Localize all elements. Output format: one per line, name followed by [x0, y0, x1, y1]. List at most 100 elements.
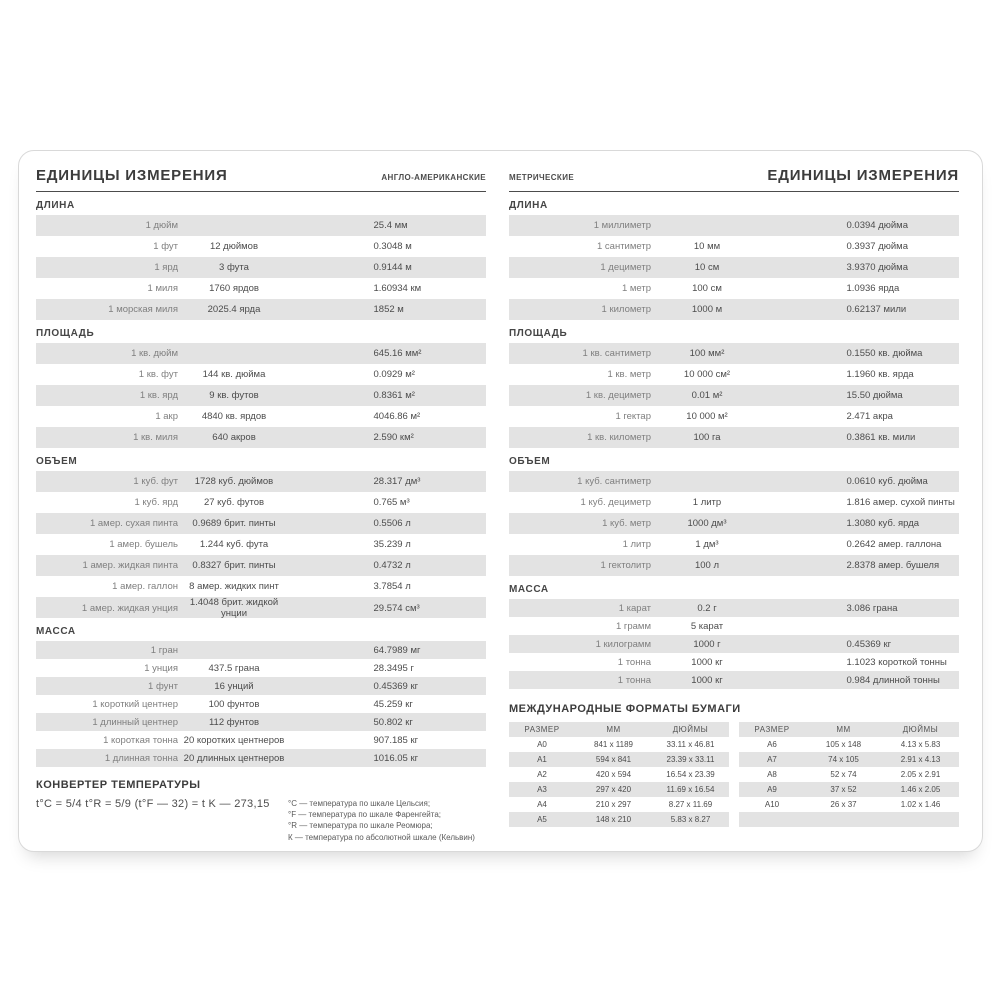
table-row: 1 килограмм 1000 г 0.45369 кг — [509, 635, 959, 653]
paper-row: A6 105 x 148 4.13 x 5.83 — [739, 737, 959, 752]
temperature-converter-body: t°C = 5/4 t°R = 5/9 (t°F — 32) = t K — 2… — [36, 798, 486, 843]
unit-name: 1 миля — [147, 283, 178, 294]
paper-size: A1 — [537, 755, 547, 764]
unit-equivalent: 3 фута — [219, 262, 249, 273]
unit-equivalent: 1728 куб. дюймов — [194, 476, 274, 487]
paper-row: A3 297 x 420 11.69 x 16.54 — [509, 782, 729, 797]
unit-converted-value: 28.317 дм³ — [373, 476, 421, 487]
unit-name: 1 литр — [622, 539, 651, 550]
units-table: 1 куб. фут 1728 куб. дюймов 28.317 дм³ 1 ку… — [36, 471, 486, 619]
unit-converted-value: 0.8361 м² — [373, 390, 415, 401]
temperature-notes: °C — температура по шкале Цельсия; °F — т… — [288, 798, 486, 843]
section-title: МАССА — [36, 626, 76, 637]
paper-mm: 37 x 52 — [830, 785, 857, 794]
paper-inches: 1.02 x 1.46 — [900, 800, 941, 809]
section-mass: МАССА 1 карат 0.2 г 3.086 грана 1 грамм 5 кар… — [509, 584, 959, 689]
unit-converted-value: 1.0936 ярда — [846, 283, 900, 294]
table-row: 1 литр 1 дм³ 0.2642 амер. галлона — [509, 534, 959, 555]
unit-name: 1 амер. жидкая пинта — [82, 560, 178, 571]
paper-size: A2 — [537, 770, 547, 779]
paper-inches: 1.46 x 2.05 — [900, 785, 941, 794]
unit-equivalent: 1000 м — [691, 304, 723, 315]
unit-converted-value: 2.590 км² — [373, 432, 414, 443]
unit-equivalent: 640 акров — [212, 432, 256, 443]
unit-converted-value: 0.5506 л — [373, 518, 411, 529]
unit-converted-value: 0.765 м³ — [373, 497, 410, 508]
unit-equivalent: 144 кв. дюйма — [202, 369, 266, 380]
unit-name: 1 короткая тонна — [103, 734, 178, 746]
section-title: ДЛИНА — [36, 200, 75, 211]
unit-name: 1 кв. дециметр — [585, 390, 651, 401]
temperature-converter: КОНВЕРТЕР ТЕМПЕРАТУРЫ t°C = 5/4 t°R = 5/… — [36, 779, 486, 843]
unit-name: 1 амер. жидкая унция — [81, 602, 178, 614]
section-title: ДЛИНА — [509, 200, 548, 211]
paper-size: A6 — [767, 740, 777, 749]
paper-header-cell: РАЗМЕР — [754, 725, 790, 734]
unit-name: 1 гектар — [615, 411, 651, 422]
unit-converted-value: 0.62137 мили — [846, 304, 907, 315]
units-table: 1 гран 64.7989 мг 1 унция 437.5 грана 28.349… — [36, 641, 486, 767]
paper-inches: 5.83 x 8.27 — [670, 815, 711, 824]
unit-name: 1 кв. километр — [587, 432, 651, 443]
paper-row: A2 420 x 594 16.54 x 23.39 — [509, 767, 729, 782]
unit-converted-value: 3.086 грана — [846, 602, 898, 614]
unit-converted-value: 35.239 л — [373, 539, 411, 550]
unit-converted-value: 3.7854 л — [373, 581, 411, 592]
unit-equivalent: 4840 кв. ярдов — [201, 411, 267, 422]
unit-converted-value: 0.3048 м — [373, 241, 412, 252]
table-row: 1 амер. сухая пинта 0.9689 брит. пинты 0.5… — [36, 513, 486, 534]
unit-name: 1 карат — [618, 602, 651, 614]
temperature-converter-title: КОНВЕРТЕР ТЕМПЕРАТУРЫ — [36, 779, 201, 791]
table-row: 1 кв. сантиметр 100 мм² 0.1550 кв. дюйма — [509, 343, 959, 364]
unit-equivalent: 1 литр — [692, 497, 722, 508]
table-row: 1 куб. сантиметр 0.0610 куб. дюйма — [509, 471, 959, 492]
column-subtitle: МЕТРИЧЕСКИЕ — [509, 173, 575, 182]
unit-equivalent: 27 куб. футов — [203, 497, 265, 508]
section-length: ДЛИНА 1 дюйм 25.4 мм 1 фут 12 дюймов 0.3048 м… — [36, 200, 486, 320]
paper-mm: 52 x 74 — [830, 770, 857, 779]
paper-mm: 105 x 148 — [825, 740, 862, 749]
unit-converted-value: 1.3080 куб. ярда — [846, 518, 920, 529]
unit-converted-value: 0.2642 амер. галлона — [846, 539, 942, 550]
section-volume: ОБЪЕМ 1 куб. сантиметр 0.0610 куб. дюйма 1 … — [509, 456, 959, 576]
paper-row: A10 26 x 37 1.02 x 1.46 — [739, 797, 959, 812]
unit-equivalent: 10 см — [694, 262, 720, 273]
paper-mm: 594 x 841 — [595, 755, 632, 764]
unit-equivalent: 20 длинных центнеров — [183, 752, 285, 764]
paper-size: A8 — [767, 770, 777, 779]
unit-equivalent: 100 см — [692, 283, 722, 294]
table-row: 1 гран 64.7989 мг — [36, 641, 486, 659]
table-row: 1 амер. жидкая унция 1.4048 брит. жидкой … — [36, 597, 486, 619]
table-row: 1 тонна 1000 кг 1.1023 короткой тонны — [509, 653, 959, 671]
paper-table-a0-a5: РАЗМЕР ММ ДЮЙМЫ A0 841 x 1189 33.11 x 46.81 A1… — [509, 722, 729, 827]
paper-row: A0 841 x 1189 33.11 x 46.81 — [509, 737, 729, 752]
table-row: 1 кв. фут 144 кв. дюйма 0.0929 м² — [36, 364, 486, 385]
unit-name: 1 кв. метр — [607, 369, 651, 380]
unit-converted-value: 64.7989 мг — [373, 644, 421, 656]
unit-equivalent: 10 000 см² — [683, 369, 731, 380]
unit-name: 1 фут — [153, 241, 178, 252]
paper-inches: 33.11 x 46.81 — [666, 740, 715, 749]
table-row: 1 метр 100 см 1.0936 ярда — [509, 278, 959, 299]
section-volume: ОБЪЕМ 1 куб. фут 1728 куб. дюймов 28.317 дм… — [36, 456, 486, 619]
table-row: 1 кв. дюйм 645.16 мм² — [36, 343, 486, 364]
paper-mm: 74 x 105 — [828, 755, 859, 764]
paper-inches: 11.69 x 16.54 — [666, 785, 715, 794]
unit-equivalent: 100 фунтов — [208, 698, 260, 710]
table-row: 1 куб. метр 1000 дм³ 1.3080 куб. ярда — [509, 513, 959, 534]
paper-header-cell: ДЮЙМЫ — [902, 725, 939, 734]
left-column-header: ЕДИНИЦЫ ИЗМЕРЕНИЯ АНГЛО-АМЕРИКАНСКИЕ — [36, 165, 486, 192]
unit-name: 1 короткий центнер — [92, 698, 178, 710]
units-table: 1 карат 0.2 г 3.086 грана 1 грамм 5 карат 1 к… — [509, 599, 959, 689]
units-reference-page: ЕДИНИЦЫ ИЗМЕРЕНИЯ АНГЛО-АМЕРИКАНСКИЕ ДЛИ… — [18, 150, 983, 852]
right-unit-sections: ДЛИНА 1 миллиметр 0.0394 дюйма 1 сантиметр 1… — [509, 200, 959, 689]
unit-equivalent: 112 фунтов — [208, 716, 260, 728]
table-row: 1 километр 1000 м 0.62137 мили — [509, 299, 959, 320]
table-row: 1 кв. ярд 9 кв. футов 0.8361 м² — [36, 385, 486, 406]
paper-mm: 148 x 210 — [595, 815, 632, 824]
table-row: 1 короткий центнер 100 фунтов 45.259 кг — [36, 695, 486, 713]
paper-size: A10 — [764, 800, 780, 809]
temperature-note: °R — температура по шкале Реомюра; — [288, 821, 433, 831]
table-row: 1 длинный центнер 112 фунтов 50.802 кг — [36, 713, 486, 731]
unit-equivalent: 1000 кг — [691, 674, 723, 686]
